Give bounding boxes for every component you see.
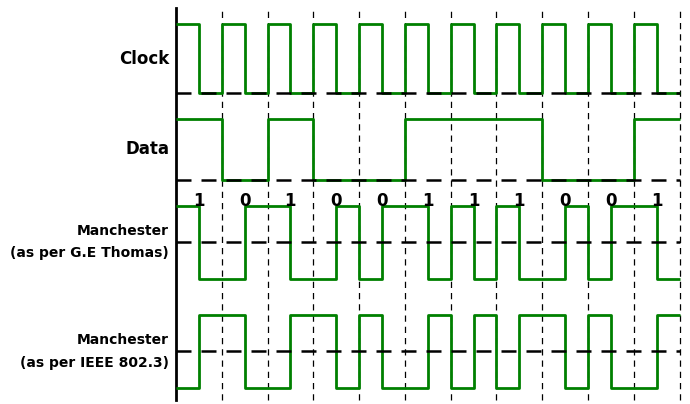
Text: 1: 1 xyxy=(651,192,662,210)
Text: 0: 0 xyxy=(331,192,342,210)
Text: 1: 1 xyxy=(193,192,205,210)
Text: 0: 0 xyxy=(376,192,388,210)
Text: 1: 1 xyxy=(285,192,296,210)
Text: 0: 0 xyxy=(560,192,571,210)
Text: 1: 1 xyxy=(422,192,433,210)
Text: (as per G.E Thomas): (as per G.E Thomas) xyxy=(10,246,169,261)
Text: Data: Data xyxy=(125,141,169,158)
Text: (as per IEEE 802.3): (as per IEEE 802.3) xyxy=(20,356,169,370)
Text: 1: 1 xyxy=(513,192,525,210)
Text: 0: 0 xyxy=(239,192,250,210)
Text: 0: 0 xyxy=(605,192,617,210)
Text: Manchester: Manchester xyxy=(77,333,169,347)
Text: Manchester: Manchester xyxy=(77,224,169,238)
Text: Clock: Clock xyxy=(119,50,169,67)
Text: 1: 1 xyxy=(468,192,480,210)
